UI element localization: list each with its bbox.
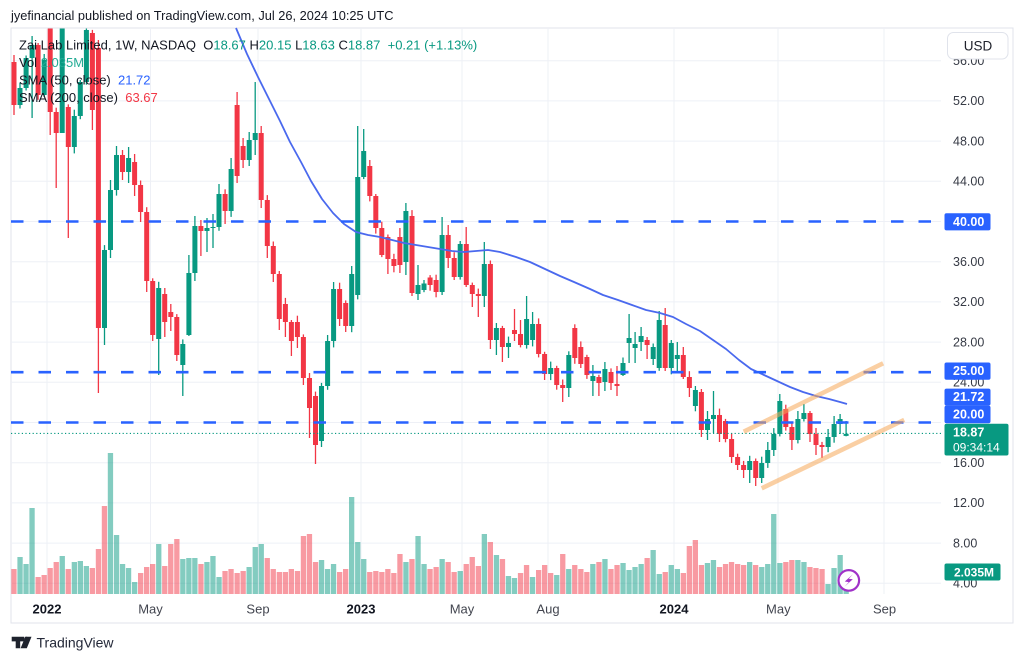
- svg-text:May: May: [138, 602, 163, 617]
- svg-text:SMA (200, close) 63.67: SMA (200, close) 63.67: [19, 90, 158, 105]
- svg-text:2022: 2022: [33, 602, 62, 617]
- svg-text:TradingView: TradingView: [37, 635, 115, 651]
- svg-text:12.00: 12.00: [953, 496, 984, 510]
- svg-text:20.00: 20.00: [953, 408, 984, 422]
- svg-text:52.00: 52.00: [953, 94, 984, 108]
- svg-text:40.00: 40.00: [953, 215, 984, 229]
- svg-text:32.00: 32.00: [953, 295, 984, 309]
- svg-text:44.00: 44.00: [953, 175, 984, 189]
- svg-text:16.00: 16.00: [953, 456, 984, 470]
- svg-text:Zai Lab Limited, 1W, NASDAQ O: Zai Lab Limited, 1W, NASDAQ O18.67 H20.1…: [19, 38, 477, 53]
- svg-text:36.00: 36.00: [953, 255, 984, 269]
- svg-text:jyefinancial published on Trad: jyefinancial published on TradingView.co…: [10, 8, 393, 23]
- svg-text:2023: 2023: [347, 602, 376, 617]
- svg-text:48.00: 48.00: [953, 134, 984, 148]
- svg-text:Vol 2.035M: Vol 2.035M: [19, 55, 84, 70]
- svg-text:SMA (50, close) 21.72: SMA (50, close) 21.72: [19, 73, 151, 88]
- svg-text:25.00: 25.00: [953, 364, 984, 378]
- svg-text:28.00: 28.00: [953, 335, 984, 349]
- svg-text:Sep: Sep: [246, 602, 269, 617]
- svg-text:21.72: 21.72: [953, 390, 984, 404]
- svg-text:Aug: Aug: [536, 602, 559, 617]
- svg-text:May: May: [450, 602, 475, 617]
- svg-text:09:34:14: 09:34:14: [953, 441, 1000, 455]
- svg-text:Sep: Sep: [873, 602, 896, 617]
- svg-text:USD: USD: [964, 39, 993, 54]
- svg-text:2024: 2024: [660, 602, 690, 617]
- svg-text:18.87: 18.87: [953, 426, 984, 440]
- svg-text:May: May: [766, 602, 791, 617]
- svg-text:8.00: 8.00: [953, 536, 977, 550]
- svg-text:2.035M: 2.035M: [954, 566, 994, 580]
